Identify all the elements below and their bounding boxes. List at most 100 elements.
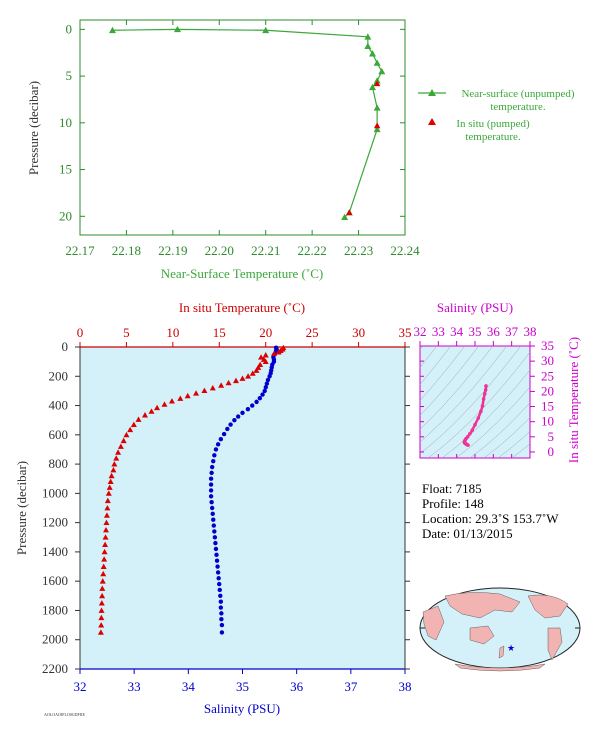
temperature-point xyxy=(193,390,200,396)
salinity-point xyxy=(215,570,221,575)
info-profile: Profile: 148 xyxy=(422,496,484,511)
temperature-point xyxy=(127,426,134,433)
ts-x-tick-label: 37 xyxy=(505,324,519,339)
top-x-tick-label: 22.21 xyxy=(251,243,280,258)
salinity-point xyxy=(212,535,218,540)
pressure-tick-label: 1600 xyxy=(42,573,68,588)
info-location: Location: 29.3˚S 153.7˚W xyxy=(422,511,559,526)
ts-point xyxy=(473,422,477,427)
ts-y-tick-label: 0 xyxy=(548,444,555,459)
ts-point xyxy=(479,409,483,414)
ts-y-tick-label: 35 xyxy=(541,338,554,353)
temperature-point xyxy=(262,352,269,358)
temperature-point xyxy=(97,629,104,635)
temperature-point xyxy=(113,455,120,461)
temperature-point xyxy=(245,373,252,379)
profile-pressure-axis-title: Pressure (decibar) xyxy=(14,461,29,555)
pressure-tick-label: 1800 xyxy=(42,602,68,617)
temperature-point xyxy=(104,505,111,511)
footer-note: AOLOAOIFLO0GDFIIE xyxy=(44,712,85,717)
top-y-tick-label: 0 xyxy=(66,21,73,36)
top-chart: 22.17 22.18 22.19 22.20 22.21 22.22 22.23 22.24… xyxy=(26,19,575,281)
ts-series-layer xyxy=(462,384,488,447)
temperature-point xyxy=(239,375,246,381)
temperature-tick-label: 30 xyxy=(352,325,365,340)
profile-chart: 0 5 10 15 20 25 30 35 32 33 34 35 36 37 38 0 200 400 600… xyxy=(14,300,412,716)
salinity-point xyxy=(214,552,219,558)
profile-salinity-axis: 32 33 34 35 36 37 38 xyxy=(74,669,412,694)
temperature-point xyxy=(148,408,155,414)
unpumped-temperature-point xyxy=(109,26,116,34)
temperature-point xyxy=(275,349,282,355)
ts-x-tick-label: 36 xyxy=(487,324,501,339)
density-contour xyxy=(420,346,522,454)
temperature-point xyxy=(253,367,260,373)
salinity-tick-label: 33 xyxy=(128,679,141,694)
salinity-point xyxy=(210,511,215,517)
ts-x-tick-label: 38 xyxy=(524,324,537,339)
ts-point xyxy=(483,388,488,392)
legend-unpumped-marker xyxy=(428,89,436,96)
salinity-point xyxy=(254,399,259,405)
temperature-point xyxy=(249,370,256,376)
temperature-point xyxy=(262,358,269,365)
top-x-tick-label: 22.18 xyxy=(112,243,141,258)
salinity-point xyxy=(209,470,214,476)
salinity-point xyxy=(219,617,224,622)
salinity-point xyxy=(219,611,224,616)
salinity-point xyxy=(263,385,268,390)
temperature-point xyxy=(110,466,117,473)
location-map: ★ xyxy=(419,587,581,672)
unpumped-temperature-point xyxy=(378,67,386,75)
salinity-point xyxy=(228,422,233,427)
salinity-point xyxy=(213,540,218,546)
top-y-axis: 0 5 10 15 20 xyxy=(59,21,405,223)
density-contour xyxy=(427,351,530,458)
temperature-point xyxy=(225,379,232,386)
density-contour xyxy=(511,443,530,458)
salinity-point xyxy=(209,499,214,505)
salinity-point xyxy=(212,453,217,458)
salinity-point xyxy=(211,458,216,464)
top-y-tick-label: 15 xyxy=(59,162,72,177)
salinity-point xyxy=(208,476,214,481)
temperature-tick-label: 35 xyxy=(399,325,412,340)
profile-pressure-axis: 0 200 400 600 800 1000 1200 1400 1600 1800 2000 220… xyxy=(42,339,410,676)
temperature-point xyxy=(154,404,161,411)
temperature-point xyxy=(98,607,105,613)
temperature-point xyxy=(184,392,191,399)
top-y-tick-label: 10 xyxy=(59,115,72,130)
top-x-tick-label: 22.23 xyxy=(344,243,373,258)
map-land xyxy=(422,592,569,672)
temperature-tick-label: 5 xyxy=(123,325,130,340)
ts-salinity-axis: 32 33 34 35 36 37 38 xyxy=(414,324,537,458)
salinity-tick-label: 38 xyxy=(399,679,412,694)
ts-x-tick-label: 32 xyxy=(414,324,427,339)
temperature-point xyxy=(111,461,118,467)
unpumped-temperature-point xyxy=(369,83,376,91)
salinity-point xyxy=(216,576,221,581)
density-contour xyxy=(420,346,494,430)
salinity-point xyxy=(219,630,225,635)
ts-x-tick-label: 34 xyxy=(450,324,464,339)
salinity-point xyxy=(218,605,224,610)
top-y-tick-label: 5 xyxy=(66,68,73,83)
density-contour xyxy=(420,346,480,416)
top-plot-frame xyxy=(79,19,406,236)
temperature-tick-label: 15 xyxy=(213,325,226,340)
ts-y-tick-label: 15 xyxy=(541,399,554,414)
top-x-tick-label: 22.22 xyxy=(298,243,327,258)
salinity-point xyxy=(217,587,222,593)
salinity-point xyxy=(208,488,214,493)
temperature-tick-label: 10 xyxy=(166,325,179,340)
salinity-point xyxy=(245,407,251,412)
info-float: Float: 7185 xyxy=(422,481,482,496)
top-x-tick-label: 22.19 xyxy=(158,243,187,258)
ts-x-tick-label: 33 xyxy=(432,324,445,339)
salinity-point xyxy=(219,622,225,628)
salinity-point xyxy=(215,442,221,447)
unpumped-temperature-point xyxy=(373,125,381,133)
temperature-point xyxy=(99,592,106,599)
profile-temperature-axis: 0 5 10 15 20 25 30 35 xyxy=(77,325,412,347)
